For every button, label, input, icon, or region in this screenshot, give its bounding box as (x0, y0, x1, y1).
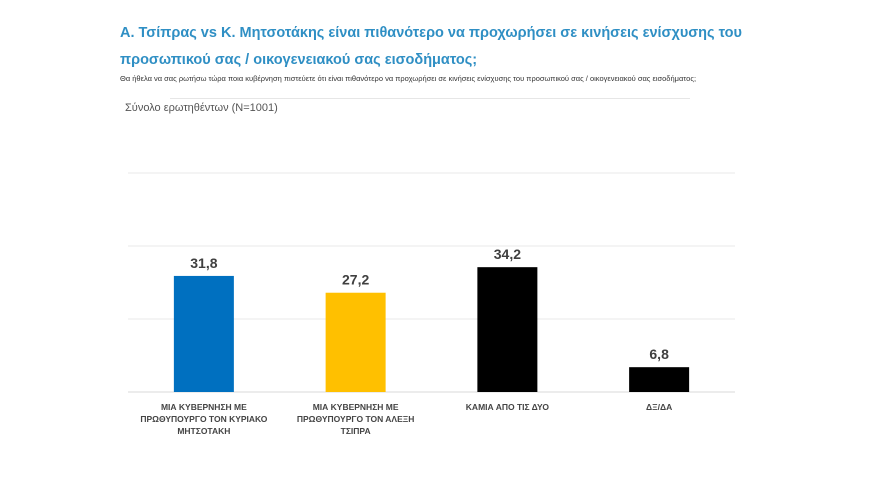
bar (173, 275, 234, 392)
base-label: Σύνολο ερωτηθέντων (N=1001) (125, 102, 278, 114)
data-label: 27,2 (342, 272, 369, 288)
x-tick-label: ΜΙΑ ΚΥΒΕΡΝΗΣΗ ΜΕ ΠΡΩΘΥΠΟΥΡΓΟ ΤΟΝ ΚΥΡΙΑΚΟ… (140, 402, 268, 436)
x-tick-label: ΚΑΜΙΑ ΑΠΟ ΤΙΣ ΔΥΟ (465, 402, 549, 412)
bar (325, 292, 386, 392)
question-text: Θα ήθελα να σας ρωτήσω τώρα ποια κυβέρνη… (120, 74, 697, 83)
data-label: 31,8 (190, 255, 217, 271)
data-label: 34,2 (494, 246, 521, 262)
data-label: 6,8 (649, 346, 669, 362)
bar (477, 267, 538, 392)
separator (170, 98, 690, 99)
x-tick-label: ΜΙΑ ΚΥΒΕΡΝΗΣΗ ΜΕ ΠΡΩΘΥΠΟΥΡΓΟ ΤΟΝ ΑΛΕΞΗ Τ… (296, 402, 415, 436)
chart-title: Α. Τσίπρας vs Κ. Μητσοτάκης είναι πιθανό… (120, 25, 742, 68)
x-tick-label: ΔΞ/ΔΑ (646, 402, 673, 412)
bar (629, 367, 690, 392)
